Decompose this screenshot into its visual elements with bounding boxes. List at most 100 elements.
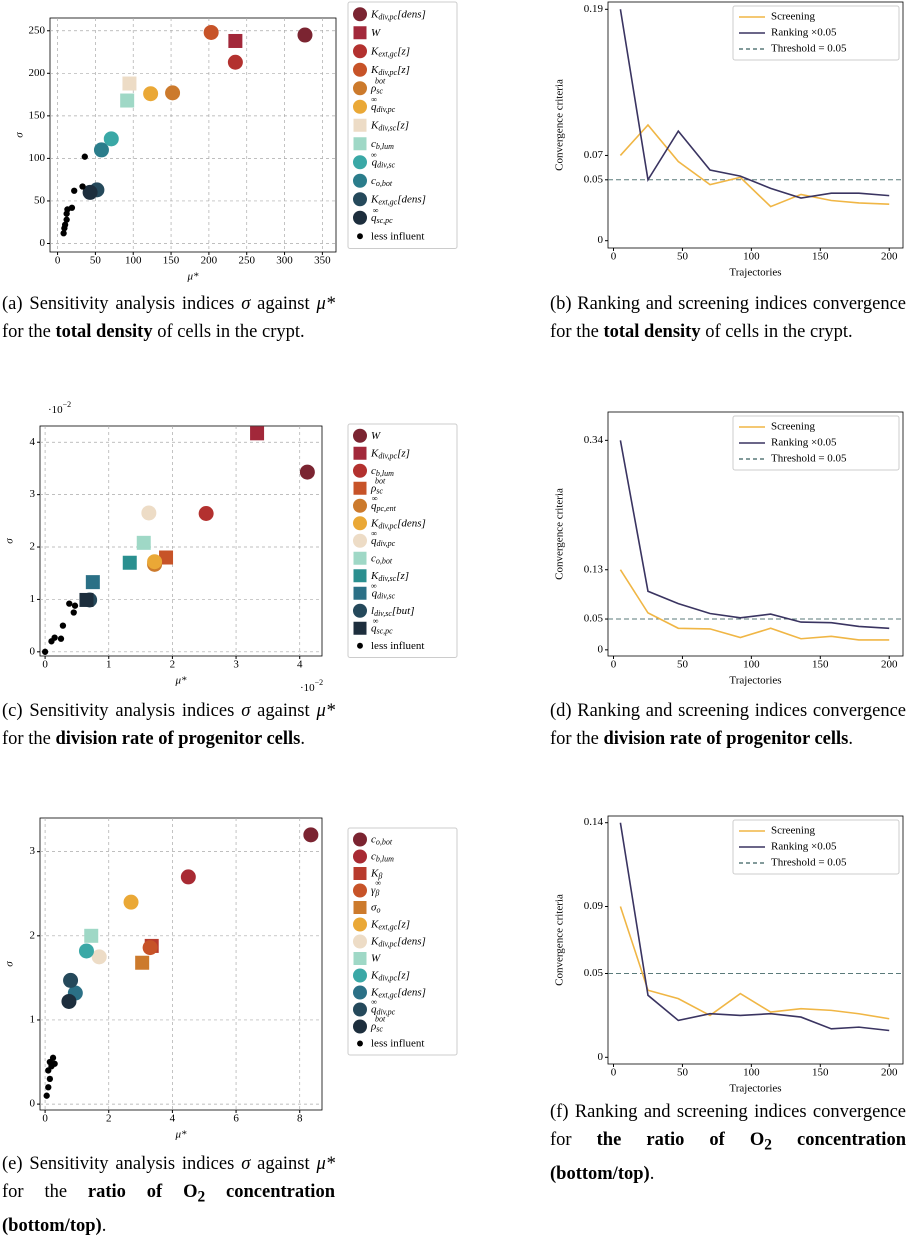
- marker-circle: [353, 968, 367, 983]
- label-tail: [dens]: [397, 935, 426, 947]
- y-tick-label: 0.05: [584, 613, 604, 625]
- y-tick-label: 150: [29, 109, 46, 121]
- marker-circle: [147, 554, 163, 570]
- marker-square: [159, 550, 174, 565]
- legend-label: ldiv,sc[but]: [371, 604, 415, 617]
- label-sub: o,bot: [376, 837, 393, 846]
- label-name: c: [371, 833, 376, 845]
- x-tick-label: 150: [812, 251, 829, 263]
- label-sub: div,pc: [377, 105, 396, 114]
- label-sub: div,sc: [374, 609, 392, 618]
- label-sup: ∞: [371, 529, 377, 538]
- caption-text: the ratio of O: [596, 1130, 765, 1150]
- legend-label: W: [371, 429, 381, 441]
- label-name: q: [371, 1003, 377, 1015]
- y-tick-label: 250: [29, 24, 46, 36]
- label-name: K: [370, 867, 379, 879]
- legend-label: cb,lum: [371, 850, 394, 863]
- marker-circle: [82, 184, 98, 200]
- y-tick-label: 0.34: [584, 434, 604, 446]
- y-tick-label: 0: [598, 643, 604, 655]
- legend-box: [347, 1, 458, 249]
- marker-circle: [353, 1019, 367, 1034]
- legend-label: Kext,gc[dens]: [370, 193, 426, 206]
- label-tail: [z]: [397, 447, 410, 459]
- x-tick-label: 4: [297, 659, 303, 671]
- label-name: σ: [371, 901, 377, 913]
- series-line: [619, 822, 890, 1032]
- x-tick-label: 3: [233, 659, 239, 671]
- x-tick-label: 100: [743, 251, 760, 263]
- marker-circle: [141, 505, 157, 521]
- marker-circle: [61, 993, 77, 1009]
- caption-text: .: [649, 1163, 655, 1184]
- legend-label: Screening: [771, 825, 815, 837]
- label-name: K: [370, 193, 379, 205]
- marker-circle: [353, 985, 367, 1000]
- y-axis-label: σ: [14, 132, 26, 138]
- label-name: K: [370, 63, 379, 75]
- label-sub: β: [377, 871, 382, 880]
- y-tick-label: 0: [598, 1051, 604, 1063]
- marker-dot: [71, 602, 79, 609]
- legend-label: Kext,gc[z]: [370, 918, 410, 931]
- x-tick-label: 200: [881, 251, 898, 263]
- legend-label: Ranking ×0.05: [771, 27, 837, 39]
- label-sup: ∞: [372, 494, 378, 503]
- caption: (e) Sensitivity analysis indices σ again…: [2, 1150, 335, 1240]
- marker-square: [353, 26, 367, 40]
- legend-label: Ranking ×0.05: [771, 437, 837, 449]
- label-name: K: [370, 935, 379, 947]
- legend-label: qdiv,sc∞: [371, 150, 395, 169]
- label-sub: div,pc: [378, 521, 397, 530]
- marker-circle: [353, 192, 367, 207]
- x-tick-label: 50: [677, 1067, 689, 1079]
- legend-label: qdiv,pc∞: [371, 95, 396, 114]
- legend-label: qsc,pc∞: [371, 206, 393, 225]
- label-tail: [but]: [392, 604, 415, 616]
- caption-text: σ: [241, 294, 251, 314]
- legend-label: Kdiv,sc[z]: [370, 119, 409, 132]
- legend-label: less influent: [371, 1037, 424, 1049]
- caption: (b) Ranking and screening indices conver…: [550, 290, 906, 346]
- marker-circle: [353, 533, 367, 548]
- label-sub: div,pc: [378, 451, 397, 460]
- label-name: K: [370, 447, 379, 459]
- caption-text: μ*: [316, 1154, 336, 1174]
- label-sub: ext,gc: [378, 990, 397, 999]
- marker-circle: [353, 516, 367, 531]
- label-name: ρ: [370, 1020, 376, 1032]
- x-tick-label: 8: [297, 1113, 303, 1125]
- marker-circle: [203, 24, 219, 40]
- label-name: q: [371, 534, 377, 546]
- y-tick-label: 0.07: [584, 149, 604, 161]
- marker-dot: [46, 1075, 54, 1083]
- marker-square: [79, 592, 94, 607]
- label-sub: ext,gc: [378, 922, 397, 931]
- caption-text: (e) Sensitivity analysis indices: [2, 1154, 242, 1174]
- axis-offset: ·10−2: [48, 400, 71, 416]
- legend-label: Kext,gc[z]: [370, 45, 410, 58]
- axes-frame: [39, 817, 323, 1111]
- label-sub: sc: [376, 486, 383, 495]
- legend-label: Threshold = 0.05: [771, 453, 847, 465]
- caption-text: total density: [603, 322, 701, 342]
- caption-text: (c) Sensitivity analysis indices: [2, 701, 242, 721]
- caption-text: (f) Ranking and screening indices conver…: [550, 1102, 906, 1150]
- label-sub: div,sc: [377, 591, 395, 600]
- caption-text: 2: [197, 1188, 206, 1206]
- marker-circle: [353, 210, 367, 225]
- marker-square: [135, 955, 150, 970]
- legend-box: [347, 423, 458, 658]
- label-name: c: [371, 464, 376, 476]
- marker-circle: [303, 827, 319, 843]
- marker-square: [250, 426, 265, 441]
- marker-dot: [51, 634, 58, 641]
- marker-circle: [353, 62, 367, 77]
- marker-dot: [70, 609, 77, 616]
- legend-label: qdiv,sc∞: [371, 581, 395, 600]
- marker-circle: [353, 934, 367, 949]
- marker-dot: [357, 1040, 363, 1047]
- legend-label: qsc,pc∞: [371, 616, 393, 635]
